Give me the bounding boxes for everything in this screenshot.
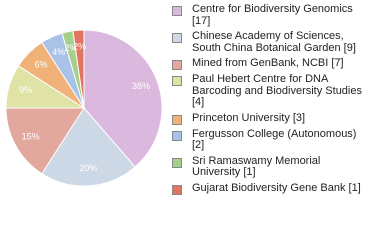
legend-label: Sri Ramaswamy Memorial University [1] [192,154,321,178]
legend-swatch [172,60,182,70]
legend-label: Fergusson College (Autonomous) [2] [192,127,357,151]
legend-item: Gujarat Biodiversity Gene Bank [1] [172,181,372,195]
legend-item: Centre for Biodiversity Genomics [17] [172,3,372,27]
legend-item: Princeton University [3] [172,111,372,125]
legend-item: Chinese Academy of Sciences, South China… [172,30,372,54]
pie-slice [41,107,136,187]
slice-label: 6% [34,59,47,69]
legend-label: Centre for Biodiversity Genomics [17] [192,3,353,27]
legend-label: Mined from GenBank, NCBI [7] [192,57,344,69]
slice-label: 2% [73,42,86,52]
legend-swatch [172,130,182,141]
slice-label: 38% [132,81,150,91]
legend-swatch [172,76,182,86]
legend-item: Fergusson College (Autonomous) [2] [172,127,372,152]
legend-item: Mined from GenBank, NCBI [7] [172,57,372,70]
legend-swatch [172,33,182,43]
legend-item: Sri Ramaswamy Memorial University [1] [172,154,372,179]
legend-swatch [172,184,182,195]
pie-slice [5,107,85,175]
legend-label: Gujarat Biodiversity Gene Bank [1] [192,181,361,194]
slice-label: 15% [22,132,40,142]
legend-swatch [172,114,182,125]
slice-label: 4% [52,47,65,57]
chart: 38%20%15%9%6%4% 2%2% [5,29,163,187]
legend-swatch [172,6,182,16]
legend-label: Paul Hebert Centre for DNA Barcoding and… [192,73,362,108]
legend-item: Paul Hebert Centre for DNA Barcoding and… [172,73,372,109]
slice-label: 20% [79,163,97,173]
slice-label: 9% [19,85,32,95]
legend-label: Chinese Academy of Sciences, South China… [192,30,356,54]
pie-slice [83,29,163,168]
legend-label: Princeton University [3] [192,111,306,124]
slice-label: 2% [65,43,78,53]
legend: Centre for Biodiversity Genomics [17] Chi… [172,3,372,199]
legend-swatch [172,157,182,168]
pie-slice [72,29,85,109]
